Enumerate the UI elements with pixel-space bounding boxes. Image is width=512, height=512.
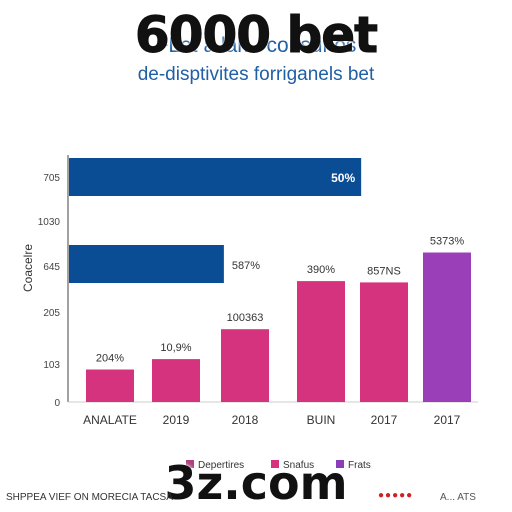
- legend-label: Depertires: [198, 460, 244, 471]
- legend-swatch: [186, 460, 194, 468]
- bar-value-label: 204%: [96, 353, 124, 365]
- bar-value-label: 10,9%: [160, 342, 191, 354]
- chart-title: FLet a lar... consunos: [155, 34, 357, 57]
- legend-swatch: [271, 460, 279, 468]
- horizontal-bar: [69, 158, 362, 196]
- bar: [360, 282, 408, 402]
- chart-subtitle: de-disptivites forriganels bet: [137, 64, 375, 85]
- bar-value-label: 857NS: [367, 265, 401, 277]
- overlay-text-bottom: 3z.com: [164, 456, 348, 510]
- x-tick-label: 2017: [434, 413, 461, 427]
- legend-label: Snafus: [283, 460, 314, 471]
- legend-label: Frats: [348, 460, 371, 471]
- bar: [423, 252, 471, 402]
- x-tick-label: BUIN: [307, 413, 336, 427]
- legend-swatch: [336, 460, 344, 468]
- x-tick-label: 2017: [371, 413, 398, 427]
- y-tick-label: 645: [43, 262, 60, 273]
- horizontal-bar: [69, 245, 224, 283]
- footer-dots: ●●●●●: [378, 490, 414, 501]
- bar: [221, 329, 269, 402]
- x-tick-label: 2019: [163, 413, 190, 427]
- footer-caption: SHPPEA VIEF ON MORECIA TACSA: [6, 492, 173, 503]
- y-tick-label: 1030: [38, 217, 61, 228]
- bar: [152, 359, 200, 402]
- bar-value-label: 5373%: [430, 236, 464, 248]
- y-tick-label: 705: [43, 173, 60, 184]
- y-tick-label: 205: [43, 308, 60, 319]
- x-tick-label: ANALATE: [83, 413, 137, 427]
- footer-logo-text: A... ATS: [440, 492, 476, 503]
- y-tick-label: 103: [43, 360, 60, 371]
- bar: [86, 369, 134, 402]
- y-tick-label: 0: [54, 398, 60, 409]
- x-tick-label: 2018: [232, 413, 259, 427]
- y-axis-label: Coacelre: [21, 244, 35, 292]
- bar-value-label: 100363: [227, 312, 264, 324]
- bar-value-label: 390%: [307, 264, 335, 276]
- horizontal-bar-label: 50%: [331, 171, 355, 185]
- overlay-text-top: 6000 bet: [134, 6, 378, 65]
- bar: [297, 281, 345, 402]
- horizontal-bar-label: 587%: [232, 260, 260, 272]
